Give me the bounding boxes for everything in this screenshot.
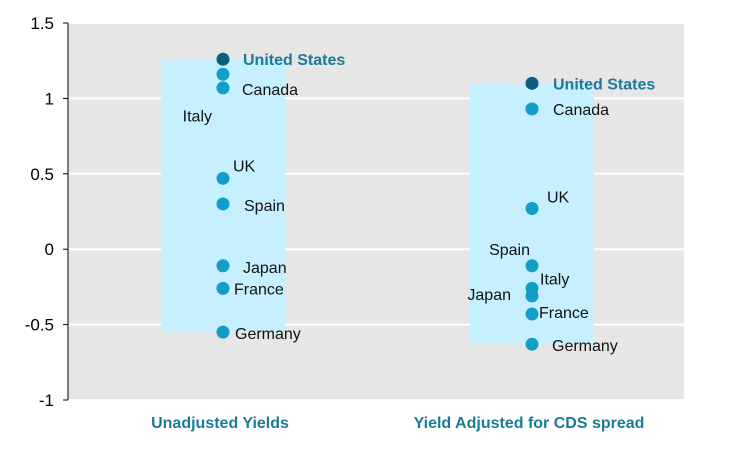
data-point bbox=[216, 67, 230, 81]
point-label: Spain bbox=[489, 242, 530, 259]
point-label: Japan bbox=[243, 260, 287, 277]
x-categories: Unadjusted Yields Yield Adjusted for CDS … bbox=[151, 415, 644, 432]
point-label: Canada bbox=[553, 102, 609, 119]
data-point bbox=[525, 76, 539, 90]
x-category-label: Yield Adjusted for CDS spread bbox=[414, 415, 645, 432]
point-labels: United States Italy Canada UK Spain Japan Fran… bbox=[183, 52, 656, 355]
data-points bbox=[216, 52, 539, 351]
point-label: Germany bbox=[235, 326, 301, 343]
y-tick-label: 0.5 bbox=[30, 165, 54, 184]
data-point bbox=[216, 259, 230, 273]
data-point bbox=[525, 289, 539, 303]
x-category-label: Unadjusted Yields bbox=[151, 415, 289, 432]
y-tick-label: 1.5 bbox=[30, 14, 54, 33]
point-label: United States bbox=[553, 76, 655, 93]
data-point bbox=[216, 52, 230, 66]
data-point bbox=[525, 102, 539, 116]
y-tick-label: -0.5 bbox=[25, 316, 54, 335]
y-tick-label: -1 bbox=[39, 391, 54, 410]
data-point bbox=[525, 307, 539, 321]
point-label: UK bbox=[233, 158, 256, 175]
point-label: Canada bbox=[242, 82, 298, 99]
point-label: France bbox=[234, 281, 284, 298]
y-tick-label: 0 bbox=[45, 240, 54, 259]
point-label: United States bbox=[243, 52, 345, 69]
point-label: Spain bbox=[244, 198, 285, 215]
data-point bbox=[216, 325, 230, 339]
y-tick-label: 1 bbox=[45, 89, 54, 108]
point-label: Japan bbox=[467, 287, 511, 304]
point-label: Italy bbox=[183, 108, 212, 125]
point-label: Italy bbox=[540, 271, 569, 288]
y-axis: 1.5 1 0.5 0 -0.5 -1 bbox=[25, 14, 69, 410]
point-label: Germany bbox=[552, 338, 618, 355]
point-label: UK bbox=[547, 189, 570, 206]
data-point bbox=[525, 201, 539, 215]
data-point bbox=[216, 81, 230, 95]
data-point bbox=[216, 171, 230, 185]
data-point bbox=[216, 281, 230, 295]
point-label: France bbox=[539, 305, 589, 322]
data-point bbox=[525, 337, 539, 351]
data-point bbox=[216, 197, 230, 211]
data-point bbox=[525, 259, 539, 273]
